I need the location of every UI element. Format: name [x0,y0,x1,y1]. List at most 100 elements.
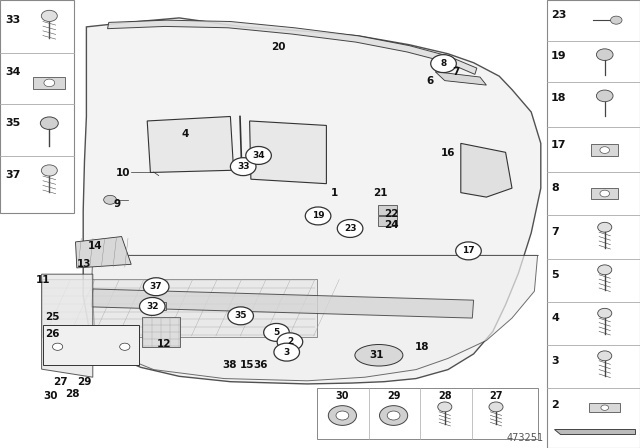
Polygon shape [554,429,635,434]
Polygon shape [83,18,541,384]
Circle shape [143,278,169,296]
Text: 3: 3 [551,356,559,366]
Circle shape [230,158,256,176]
Circle shape [600,190,609,197]
Circle shape [431,55,456,73]
Circle shape [40,117,58,129]
Text: 37: 37 [5,170,20,180]
Text: 27: 27 [489,391,503,401]
Bar [378,216,397,226]
Text: 28: 28 [65,389,79,399]
Text: 14: 14 [88,241,102,251]
Text: 6: 6 [426,76,434,86]
Text: 3: 3 [284,348,290,357]
Text: 21: 21 [374,188,388,198]
Circle shape [104,195,116,204]
Text: 20: 20 [271,42,285,52]
Polygon shape [92,289,474,318]
Text: 1: 1 [330,188,338,198]
Circle shape [596,90,613,102]
Text: 35: 35 [5,118,20,128]
Text: 13: 13 [77,259,91,269]
Circle shape [600,146,609,153]
Text: 24: 24 [384,220,398,230]
Text: 5: 5 [273,328,280,337]
Text: 18: 18 [551,93,566,103]
Text: 22: 22 [385,209,399,219]
Circle shape [598,265,612,275]
Text: 12: 12 [157,339,172,349]
Circle shape [598,222,612,232]
Text: 23: 23 [551,10,566,20]
Text: 35: 35 [234,311,247,320]
Bar [317,388,538,439]
Polygon shape [42,274,93,377]
Text: 16: 16 [441,148,455,158]
Text: 10: 10 [116,168,130,178]
Circle shape [120,343,130,350]
Text: 38: 38 [223,360,237,370]
Text: 37: 37 [150,282,163,291]
Text: 15: 15 [240,360,254,370]
Text: 19: 19 [312,211,324,220]
Bar [150,302,166,310]
Polygon shape [76,237,131,268]
Text: 30: 30 [44,392,58,401]
Circle shape [380,406,408,426]
Text: 17: 17 [462,246,475,255]
Circle shape [328,406,356,426]
Polygon shape [250,121,326,184]
Text: 8: 8 [551,183,559,193]
Text: 2: 2 [551,400,559,409]
Text: 4: 4 [182,129,189,139]
Text: 23: 23 [344,224,356,233]
Polygon shape [92,255,538,381]
Circle shape [611,16,622,24]
Text: 28: 28 [438,391,452,401]
Bar [142,317,180,347]
Circle shape [246,146,271,164]
Text: 18: 18 [415,342,429,352]
Circle shape [140,297,165,315]
Text: 30: 30 [335,391,349,401]
Bar [42,279,317,337]
Circle shape [274,343,300,361]
Text: 34: 34 [252,151,265,160]
Text: 473251: 473251 [507,433,544,443]
Polygon shape [435,72,486,85]
Circle shape [387,411,400,420]
Bar [33,77,65,89]
Text: 19: 19 [551,52,566,61]
Polygon shape [108,20,477,74]
Circle shape [438,402,452,412]
Text: 32: 32 [146,302,159,311]
Bar [0,0,74,213]
Text: 9: 9 [113,199,121,209]
Polygon shape [461,143,512,197]
Text: 27: 27 [53,377,67,387]
Circle shape [42,165,58,176]
Text: 4: 4 [551,313,559,323]
Text: 33: 33 [237,162,250,171]
Circle shape [337,220,363,237]
Circle shape [336,411,349,420]
Text: 7: 7 [452,67,460,77]
Text: 2: 2 [287,337,293,346]
Circle shape [277,333,303,351]
Circle shape [489,402,503,412]
Text: 26: 26 [45,329,60,339]
Circle shape [52,343,63,350]
Text: 25: 25 [45,312,60,322]
Text: 34: 34 [5,67,20,77]
Text: 5: 5 [551,270,559,280]
Text: 29: 29 [387,391,401,401]
Bar [591,144,618,155]
Circle shape [598,308,612,318]
Bar [547,0,640,448]
Circle shape [228,307,253,325]
Text: 7: 7 [551,227,559,237]
Circle shape [596,49,613,60]
Text: 29: 29 [77,377,92,387]
Text: 8: 8 [440,59,447,68]
Text: 36: 36 [253,360,268,370]
